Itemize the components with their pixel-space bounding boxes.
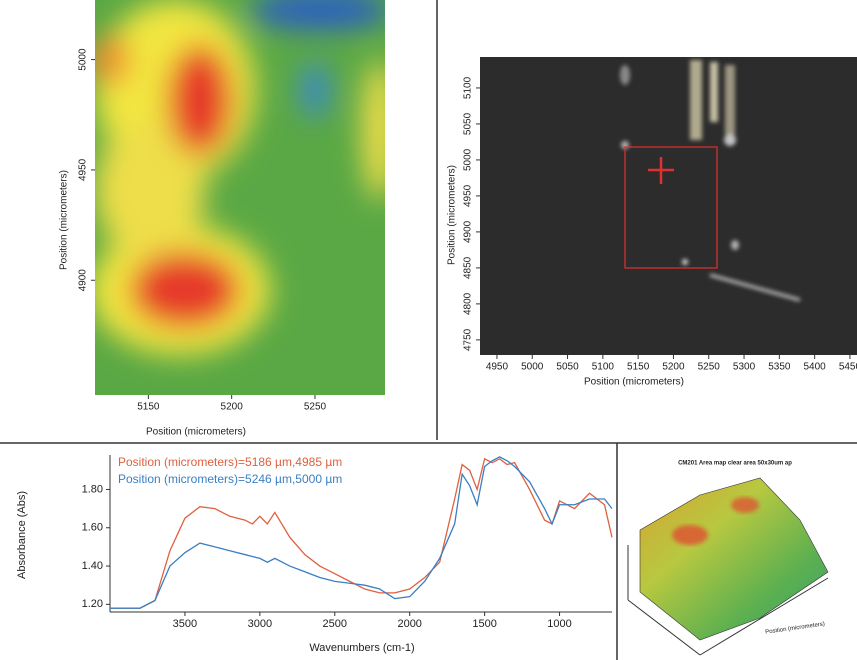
x-tick-label: 5300: [733, 362, 756, 373]
y-tick-label: 4750: [463, 328, 474, 351]
surface-plot: [627, 477, 829, 656]
spectrum-line: [110, 456, 613, 609]
y-tick-label: 4800: [463, 292, 474, 315]
x-tick-label: 4950: [486, 362, 509, 373]
x-tick-label: 5150: [627, 362, 650, 373]
x-tick-label: 2500: [323, 618, 347, 630]
x-tick-label: 1500: [472, 618, 496, 630]
x-tick-label: 5200: [662, 362, 685, 373]
y-axis-label: Position (micrometers): [59, 170, 70, 270]
y-tick-label: 4950: [78, 158, 89, 181]
x-tick-label: 5100: [592, 362, 615, 373]
y-tick-label: 1.60: [82, 522, 103, 534]
y-tick-label: 4950: [463, 184, 474, 207]
y-tick-label: 4900: [78, 269, 89, 292]
x-axis-label: Position (micrometers): [584, 377, 684, 388]
x-tick-label: 5200: [221, 402, 244, 413]
x-tick-label: 5000: [521, 362, 544, 373]
surface-axis-label: Position (micrometers): [765, 621, 825, 635]
x-tick-label: 3000: [248, 618, 272, 630]
x-tick-label: 5050: [556, 362, 579, 373]
x-tick-label: 2000: [397, 618, 421, 630]
x-axis-label: Position (micrometers): [146, 427, 246, 438]
x-tick-label: 1000: [547, 618, 571, 630]
x-tick-label: 5400: [804, 362, 827, 373]
microscope-image: [480, 57, 857, 355]
heatmap: [95, 0, 385, 395]
y-tick-label: 1.20: [82, 598, 103, 610]
x-tick-label: 3500: [173, 618, 197, 630]
y-tick-label: 5000: [463, 148, 474, 171]
y-tick-label: 5100: [463, 76, 474, 99]
spectrum-line: [110, 457, 613, 609]
x-tick-label: 5150: [137, 402, 160, 413]
x-tick-label: 5250: [304, 402, 327, 413]
x-tick-label: 5250: [698, 362, 721, 373]
y-tick-label: 4900: [463, 220, 474, 243]
y-tick-label: 5000: [78, 48, 89, 71]
y-tick-label: 5050: [463, 112, 474, 135]
x-tick-label: 5350: [768, 362, 791, 373]
x-tick-label: 5450: [839, 362, 857, 373]
x-axis-label: Wavenumbers (cm-1): [309, 642, 414, 654]
y-axis-label: Position (micrometers): [447, 165, 458, 265]
legend-entry: Position (micrometers)=5186 µm,4985 µm: [118, 455, 342, 469]
y-tick-label: 1.80: [82, 483, 103, 495]
y-axis-label: Absorbance (Abs): [16, 491, 28, 579]
legend-entry: Position (micrometers)=5246 µm,5000 µm: [118, 472, 342, 486]
y-tick-label: 4850: [463, 256, 474, 279]
surface-title: CM201 Area map clear area 50x30um ap: [678, 461, 792, 467]
y-tick-label: 1.40: [82, 560, 103, 572]
